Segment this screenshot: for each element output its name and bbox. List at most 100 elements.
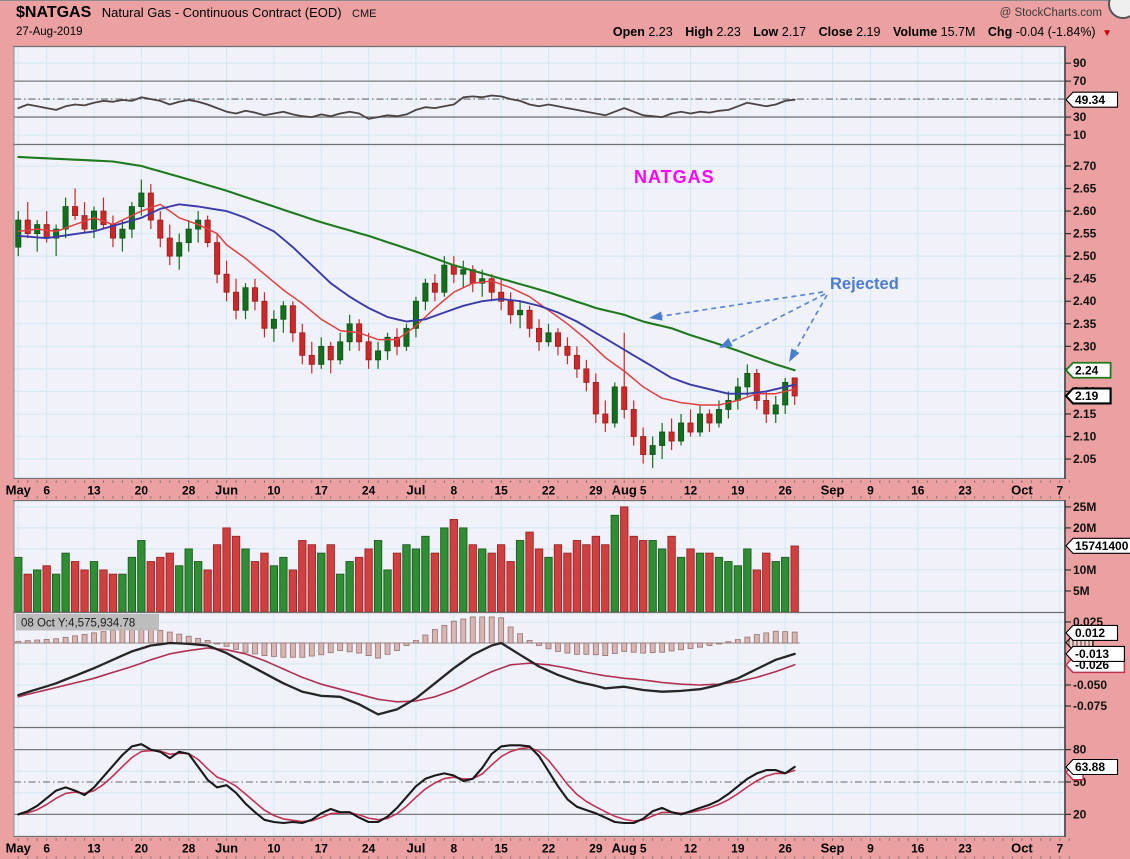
bubble-text: 15741400 <box>1075 539 1129 553</box>
x-tick-label: 17 <box>315 842 329 856</box>
chart-date: 27-Aug-2019 <box>16 26 83 38</box>
x-tick-label: 26 <box>779 484 793 498</box>
volume-value-bubble: 15741400 <box>1065 537 1130 554</box>
y-tick-label: 2.55 <box>1073 227 1097 241</box>
x-tick-label: 24 <box>362 484 376 498</box>
x-tick-label: 9 <box>867 484 874 498</box>
x-tick-label: 10 <box>267 842 281 856</box>
y-tick-label: 2.45 <box>1073 272 1097 286</box>
open-label: Open <box>612 25 645 39</box>
x-tick-label: 9 <box>867 842 874 856</box>
x-tick-label: 7 <box>1056 484 1063 498</box>
x-tick-label: Jun <box>215 841 238 856</box>
x-tick-label: Sep <box>821 483 845 498</box>
y-axis-labels-price: 2.702.652.602.552.502.452.402.352.302.25… <box>1065 159 1097 466</box>
value-bubbles: 49.342.242.1915741400-0.026-0.0130.01263… <box>1064 91 1130 781</box>
histogram-value-bubble: 0.012 <box>1065 624 1119 641</box>
volume-label: Volume <box>892 25 938 39</box>
x-tick-label: 28 <box>182 484 196 498</box>
x-tick-label: 16 <box>911 842 925 856</box>
last-price-bubble: 2.19 <box>1064 387 1112 405</box>
panel-price <box>14 145 1065 478</box>
y-tick-label: 2.05 <box>1073 452 1097 466</box>
x-tick-label: 10 <box>267 484 281 498</box>
x-tick-label: Aug <box>612 841 637 856</box>
y-tick-label: 25M <box>1073 500 1096 514</box>
x-tick-label: Jul <box>407 841 426 856</box>
x-tick-label: 29 <box>589 842 603 856</box>
x-tick-label: 20 <box>135 842 149 856</box>
x-tick-label: 24 <box>362 842 376 856</box>
y-tick-label: 5M <box>1073 584 1090 598</box>
y-tick-label: 2.10 <box>1073 430 1097 444</box>
y-tick-label: 30 <box>1073 110 1087 124</box>
x-tick-label: 23 <box>958 842 972 856</box>
annotations: NATGAS Rejected <box>634 167 899 362</box>
y-tick-label: 10M <box>1073 563 1096 577</box>
bubble-text: 2.19 <box>1075 389 1099 403</box>
quote-summary: Open 2.23 High 2.23 Low 2.17 Close 2.19 … <box>604 25 1112 39</box>
panel-volume <box>14 501 1065 613</box>
x-tick-label: 8 <box>450 842 457 856</box>
y-tick-label: 2.50 <box>1073 249 1097 263</box>
x-tick-label: 6 <box>43 484 50 498</box>
low-label: Low <box>753 25 779 39</box>
y-axis-labels-rsi: 90 70 30 10 <box>1065 56 1087 142</box>
tooltip-text: 08 Oct Y:4,575,934.78 <box>21 618 135 630</box>
chg-dropdown-arrow-icon[interactable]: ▼ <box>1102 28 1112 39</box>
x-tick-label: Jul <box>407 483 426 498</box>
x-tick-label: 15 <box>494 842 508 856</box>
x-axis-bottom: May 6 13 20 28 Jun 10 17 24 Jul 8 15 22 29 Aug 5 12 19 26 S… <box>0 837 1130 859</box>
x-tick-label: 23 <box>958 484 972 498</box>
x-tick-label: 8 <box>450 484 457 498</box>
stockcharts-watermark: @ StockCharts.com <box>999 7 1102 19</box>
x-tick-label: 17 <box>315 484 329 498</box>
bubble-text: 49.34 <box>1075 93 1105 107</box>
corner-badge-icon[interactable] <box>1108 0 1130 19</box>
x-tick-label: 5 <box>640 842 647 856</box>
y-axis-labels-volume: 25M 20M 10M 5M <box>1065 500 1096 598</box>
y-tick-label: 10 <box>1073 128 1087 142</box>
arrowhead-icon <box>789 348 800 362</box>
panel-rsi <box>14 47 1065 144</box>
y-tick-label: 20 <box>1073 807 1087 821</box>
x-tick-label: Sep <box>821 841 845 856</box>
stoch-value-bubble: 63.88 <box>1065 758 1119 776</box>
y-tick-label: 2.15 <box>1073 407 1097 421</box>
x-tick-label: Oct <box>1011 483 1033 498</box>
macd-tooltip: 08 Oct Y:4,575,934.78 <box>16 614 159 631</box>
ma-short-line <box>17 203 796 406</box>
rejected-label: Rejected <box>830 275 899 293</box>
bubble-text: 2.24 <box>1075 363 1099 377</box>
high-value: 2.23 <box>716 25 741 39</box>
symbol-ticker: $NATGAS <box>16 4 92 21</box>
y-tick-label: 70 <box>1073 74 1087 88</box>
bubble-text: 0.012 <box>1075 626 1105 640</box>
x-tick-label: 19 <box>731 484 745 498</box>
close-label: Close <box>818 25 853 39</box>
ma-mid-line <box>17 203 796 395</box>
x-tick-label: May <box>6 483 32 498</box>
x-tick-label: 29 <box>589 484 603 498</box>
rsi-value-bubble: 49.34 <box>1065 91 1119 108</box>
x-tick-label: May <box>6 841 32 856</box>
y-tick-label: -0.050 <box>1073 678 1107 692</box>
y-tick-label: 80 <box>1073 743 1087 757</box>
ma-long-line <box>17 155 796 372</box>
x-tick-label: 28 <box>182 842 196 856</box>
low-value: 2.17 <box>781 25 807 39</box>
x-tick-label: 15 <box>494 484 508 498</box>
panel-macd <box>14 613 1065 727</box>
macd-value-bubble: -0.013 <box>1065 645 1125 662</box>
x-tick-label: 26 <box>779 842 793 856</box>
x-tick-label: 6 <box>43 842 50 856</box>
chg-label: Chg <box>987 25 1013 39</box>
chg-value: -0.04 (-1.84%) <box>1015 25 1096 39</box>
panel-stoch <box>14 728 1065 836</box>
x-tick-label: 16 <box>911 484 925 498</box>
arrowhead-icon <box>719 338 733 348</box>
rejected-arrow <box>661 291 824 317</box>
open-value: 2.23 <box>648 25 673 39</box>
chart-header: $NATGAS Natural Gas - Continuous Contrac… <box>0 0 1130 46</box>
